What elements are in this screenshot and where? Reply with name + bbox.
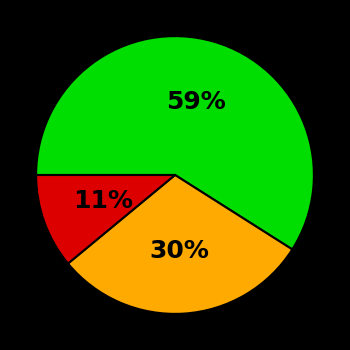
Text: 30%: 30% — [150, 239, 210, 263]
Wedge shape — [36, 36, 314, 250]
Wedge shape — [36, 175, 175, 264]
Text: 59%: 59% — [167, 90, 226, 114]
Text: 11%: 11% — [73, 189, 133, 213]
Wedge shape — [68, 175, 292, 314]
